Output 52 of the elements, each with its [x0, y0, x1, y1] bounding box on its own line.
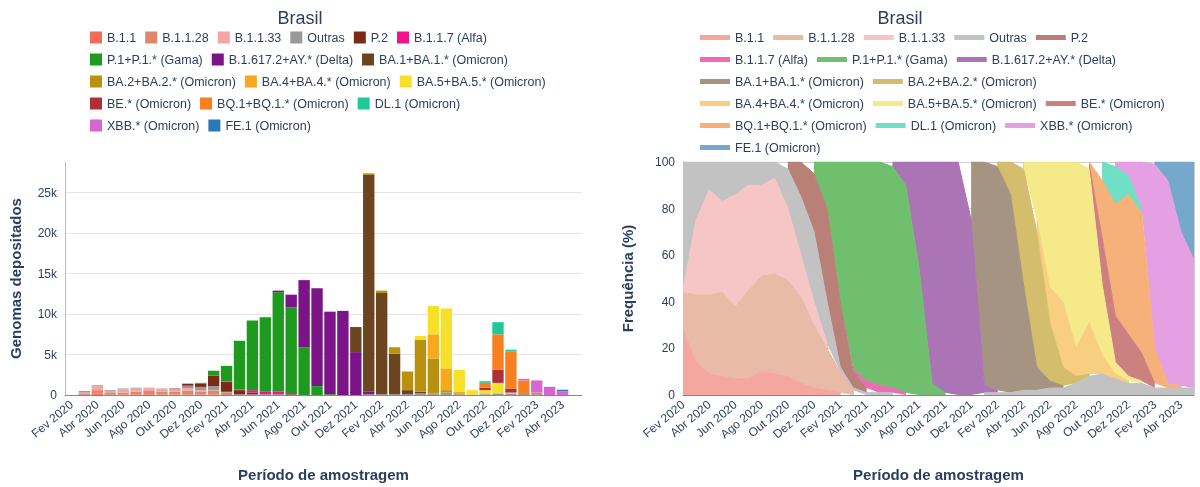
- legend-label: BE.* (Omicron): [107, 96, 192, 111]
- legend-label: BQ.1+BQ.1.* (Omicron): [735, 118, 867, 133]
- legend-label: BQ.1+BQ.1.* (Omicron): [217, 96, 349, 111]
- legend-label: DL.1 (Omicron): [910, 118, 997, 133]
- y-tick-label: 80: [661, 201, 676, 216]
- y-tick-label: 60: [661, 248, 676, 263]
- legend-label: BA.2+BA.2.* (Omicron): [907, 74, 1037, 89]
- legend-label: BA.4+BA.4.* (Omicron): [261, 74, 391, 89]
- legend-label: FE.1 (Omicron): [735, 140, 821, 155]
- x-axis-title: Período de amostragem: [853, 466, 1024, 483]
- legend-label: BA.5+BA.5.* (Omicron): [416, 74, 546, 89]
- legend-label: BA.1+BA.1.* (Omicron): [379, 52, 508, 67]
- legend-label: P.1+P.1.* (Gama): [851, 52, 948, 67]
- legend-label: BA.5+BA.5.* (Omicron): [907, 96, 1037, 111]
- legend-label: P.2: [1070, 30, 1089, 45]
- legend-label: Outras: [307, 30, 345, 45]
- y-tick-label: 40: [661, 294, 676, 309]
- y-tick-label: 100: [654, 155, 676, 169]
- y-tick-label: 25k: [37, 185, 58, 200]
- legend-label: B.1.1: [735, 30, 765, 45]
- legend-label: BA.4+BA.4.* (Omicron): [735, 96, 864, 111]
- legend-label: B.1.1.7 (Alfa): [735, 52, 808, 67]
- legend-label: XBB.* (Omicron): [1040, 118, 1133, 133]
- legend-label: P.2: [370, 30, 389, 45]
- y-tick-label: 0: [668, 388, 676, 402]
- legend-label: B.1.617.2+AY.* (Delta): [228, 52, 354, 67]
- legend-label: BE.* (Omicron): [1080, 96, 1165, 111]
- legend-label: P.1+P.1.* (Gama): [107, 52, 203, 67]
- legend-label: B.1.1.33: [898, 30, 946, 45]
- legend-label: B.1.1: [107, 30, 137, 45]
- legend-label: B.1.1.7 (Alfa): [413, 30, 487, 45]
- y-tick-label: 20k: [37, 226, 58, 241]
- legend-label: BA.1+BA.1.* (Omicron): [735, 74, 864, 89]
- legend-label: DL.1 (Omicron): [374, 96, 461, 111]
- y-tick-label: 15k: [37, 266, 58, 281]
- y-axis-title: Frequência (%): [619, 224, 636, 333]
- legend-label: Outras: [989, 30, 1027, 45]
- y-tick-label: 0: [50, 388, 58, 402]
- chart-title: Brasil: [277, 8, 323, 28]
- y-tick-label: 10k: [37, 307, 58, 322]
- legend-label: FE.1 (Omicron): [225, 118, 311, 133]
- y-axis-title: Genomas depositados: [7, 198, 24, 359]
- y-tick-label: 20: [661, 341, 676, 356]
- x-axis-title: Período de amostragem: [238, 466, 409, 483]
- legend-label: B.1.1.33: [234, 30, 282, 45]
- legend-label: XBB.* (Omicron): [107, 118, 200, 133]
- legend-label: B.1.617.2+AY.* (Delta): [991, 52, 1117, 67]
- legend-label: B.1.1.28: [162, 30, 209, 45]
- legend-label: B.1.1.28: [808, 30, 855, 45]
- chart-title: Brasil: [877, 8, 923, 28]
- y-tick-label: 5k: [44, 347, 58, 362]
- legend-label: BA.2+BA.2.* (Omicron): [107, 74, 236, 89]
